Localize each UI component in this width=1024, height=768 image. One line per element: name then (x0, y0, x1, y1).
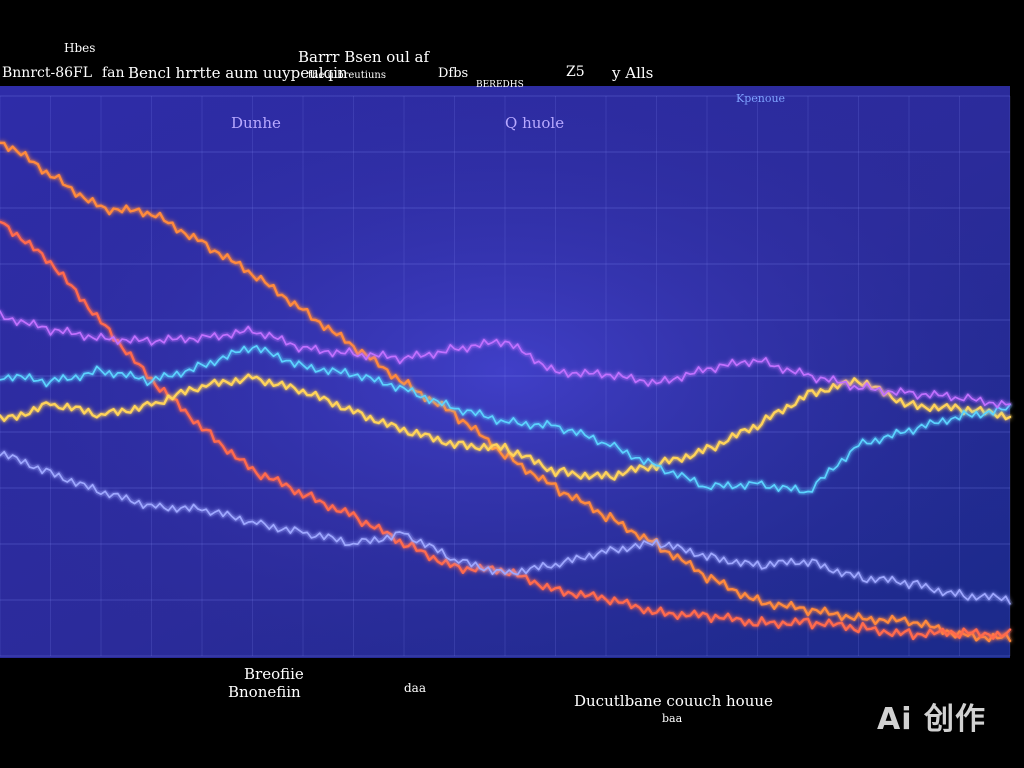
annotation-baa: baa (662, 712, 683, 725)
series-6 (0, 309, 1013, 410)
watermark: Ai 创作 (877, 702, 986, 737)
annotation-dfbs: Dfbs (438, 66, 469, 81)
annotation-beredhs: BEREDHS (476, 80, 524, 90)
series-6-line (0, 310, 1011, 409)
series-4-line (0, 450, 1011, 605)
annotation-dunhe: Dunhe (231, 114, 281, 132)
annotation-main-caption: Bencl hrrtte aum uuypeulqin (128, 64, 348, 82)
annotation-bnonefiin: Bnonefiin (228, 683, 301, 701)
annotation-z5: Z5 (566, 64, 585, 80)
annotation-subcaption: the ulbreutiuns (308, 70, 386, 81)
annotation-kpenoue: Kpenoue (736, 92, 786, 105)
series-5-line (0, 345, 1011, 494)
series-4 (0, 449, 1013, 606)
panel-glow (0, 86, 1010, 658)
annotation-q-huole: Q huole (505, 114, 565, 132)
annotation-top-title: Barrr Bsen oul af (298, 48, 430, 66)
annotation-fan: fan (102, 65, 125, 81)
series-1 (0, 140, 1013, 643)
annotation-top-left: Hbes (64, 41, 96, 55)
annotation-left-label: Bnnrct-86FL (2, 65, 93, 81)
series-1-line (0, 141, 1012, 643)
series-layer (0, 140, 1013, 643)
annotation-breofiie: Breofiie (244, 665, 304, 683)
annotation-y-alls: y Alls (612, 64, 654, 82)
annotation-daa: daa (404, 681, 426, 695)
series-5 (0, 344, 1013, 495)
annotation-bottom-caption: Ducutlbane couuch houue (574, 692, 773, 710)
